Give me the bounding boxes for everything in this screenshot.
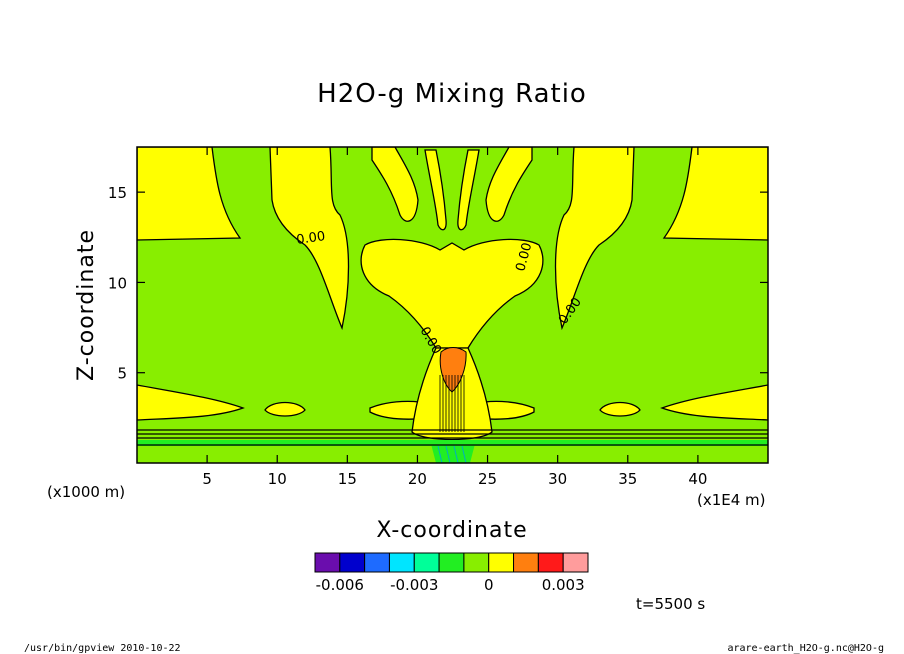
plot-frame [136, 146, 769, 464]
lower-right-band [660, 384, 768, 421]
upper-right-lobe [662, 147, 768, 241]
x-axis-label: X-coordinate [376, 518, 527, 543]
x-tick-label: 15 [338, 470, 357, 488]
colorbar-swatch [364, 552, 390, 573]
lower-left-blob [264, 401, 306, 417]
lower-right-blob [599, 401, 641, 417]
footer-right: arare-earth_H2O-g.nc@H2O-g [727, 643, 884, 654]
left-column [269, 147, 350, 331]
lower-left-band [137, 384, 245, 421]
y-axis: 5 10 15 [108, 184, 768, 383]
upper-finger-1 [371, 147, 419, 222]
x-tick-label: 5 [202, 470, 212, 488]
colorbar-swatch [413, 552, 440, 573]
x-tick-label: 10 [268, 470, 287, 488]
y-axis-label: Z-coordinate [74, 229, 99, 381]
upper-finger-4 [457, 149, 480, 231]
x-tick-label: 20 [408, 470, 427, 488]
positive-regions [137, 147, 768, 441]
right-column [554, 147, 635, 331]
colorbar-swatch [513, 552, 539, 573]
footer-left: /usr/bin/gpview 2010-10-22 [24, 643, 181, 654]
upper-finger-2 [485, 147, 533, 222]
colorbar-tick-label: 0 [484, 576, 494, 594]
colorbar-swatch [314, 552, 341, 573]
colorbar-swatch [562, 552, 589, 573]
colorbar-swatch [438, 552, 465, 573]
x-unit-right: (x1E4 m) [697, 491, 766, 509]
y-tick-label: 15 [108, 184, 127, 202]
contour-line [437, 445, 443, 463]
colorbar-swatch [463, 552, 490, 573]
contour-label-1: 0.00 [295, 229, 326, 248]
x-unit-left: (x1000 m) [47, 483, 125, 501]
x-tick-label: 25 [478, 470, 497, 488]
colorbar-tick-label: -0.003 [390, 576, 438, 594]
central-anvil [360, 238, 544, 349]
x-tick-label: 35 [618, 470, 637, 488]
upper-finger-3 [424, 149, 447, 231]
x-axis: 5 10 15 20 25 30 35 40 [202, 147, 707, 488]
y-tick-label: 5 [117, 365, 127, 383]
plot-area [137, 147, 768, 463]
contour-label-2: 0.00 [513, 241, 535, 273]
colorbar-swatch [388, 552, 415, 573]
colorbar-swatch [339, 552, 366, 573]
upper-left-lobe [137, 147, 242, 241]
colorbar-swatch [488, 552, 515, 573]
contour-line [445, 445, 451, 463]
colorbar-tick-label: 0.003 [542, 576, 585, 594]
strong-positive-core [439, 347, 467, 393]
colorbar-swatch [537, 552, 564, 573]
y-tick-label: 10 [108, 274, 127, 292]
colorbar: -0.006 -0.003 0 0.003 [314, 552, 589, 594]
x-tick-label: 40 [688, 470, 707, 488]
x-tick-label: 30 [548, 470, 567, 488]
chart-title: H2O-g Mixing Ratio [317, 79, 587, 109]
contour-lines [137, 375, 768, 463]
contour-line [453, 445, 459, 463]
contour-line [461, 445, 467, 463]
colorbar-tick-label: -0.006 [316, 576, 364, 594]
time-label: t=5500 s [636, 595, 705, 613]
